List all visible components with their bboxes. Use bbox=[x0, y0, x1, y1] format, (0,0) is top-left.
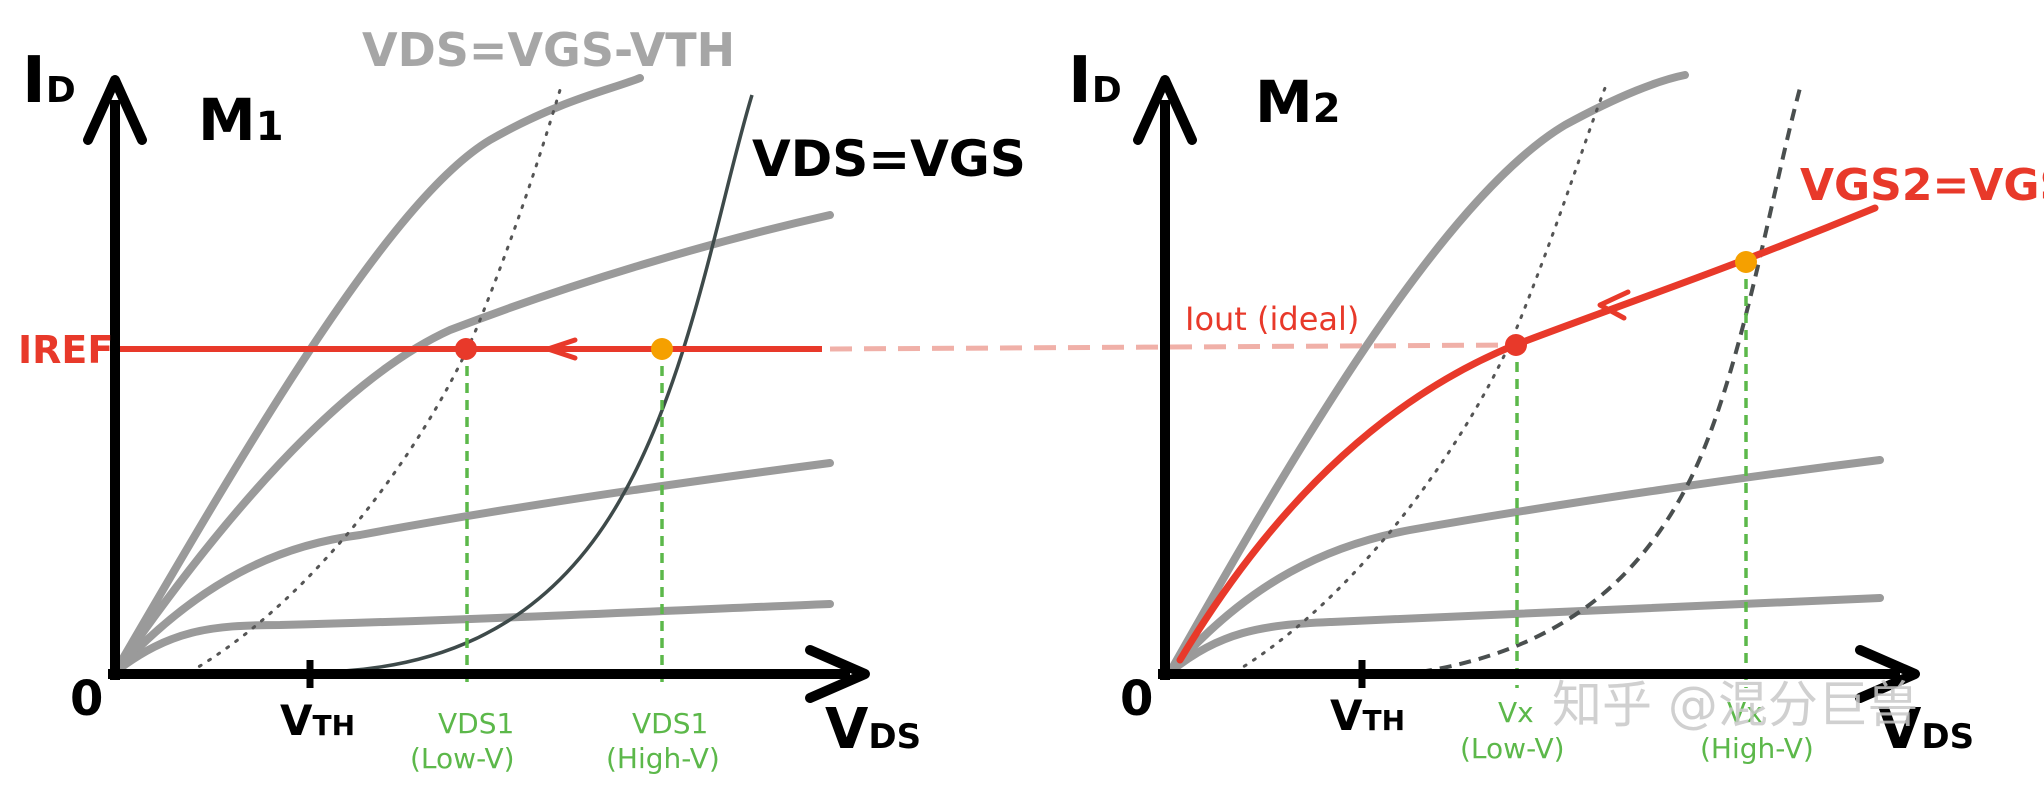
left-saturation-label: VDS=VGS-VTH bbox=[362, 23, 735, 77]
left-panel: ID M1 0 VTH VDS VDS=VGS-VTH VDS=VGS IREF… bbox=[18, 23, 1516, 775]
right-y-axis-label: ID bbox=[1068, 44, 1122, 118]
right-y-arrow bbox=[1133, 75, 1197, 145]
right-x-axis-label: VDS bbox=[1878, 697, 1974, 762]
right-origin: 0 bbox=[1120, 671, 1153, 727]
left-gray-curve-1 bbox=[111, 74, 644, 676]
right-gray-curve-1 bbox=[1166, 71, 1689, 676]
right-point-high bbox=[1735, 251, 1757, 273]
left-marker-low-bottom: (Low-V) bbox=[410, 742, 515, 775]
iout-label: Iout (ideal) bbox=[1185, 300, 1359, 338]
left-marker-low-top: VDS1 bbox=[438, 707, 514, 740]
left-x-arrow bbox=[805, 645, 870, 703]
right-saturation-boundary bbox=[1233, 86, 1607, 674]
left-gray-curve-2 bbox=[111, 211, 834, 676]
left-origin: 0 bbox=[70, 671, 103, 727]
iref-arrow bbox=[545, 337, 578, 361]
left-title: M1 bbox=[198, 86, 284, 154]
right-marker-low-bottom: (Low-V) bbox=[1460, 732, 1565, 765]
right-marker-high-bottom: (High-V) bbox=[1700, 732, 1814, 765]
iref-label: IREF bbox=[18, 328, 113, 372]
left-vth-label: VTH bbox=[280, 696, 355, 745]
right-dashed-diode-curve bbox=[1419, 87, 1802, 674]
watermark: 知乎 @混分巨兽 bbox=[1552, 676, 1918, 734]
right-marker-low-top: Vx bbox=[1498, 696, 1534, 729]
left-marker-high-top: VDS1 bbox=[632, 707, 708, 740]
left-point-high bbox=[651, 338, 673, 360]
right-gray-curve-4 bbox=[1166, 594, 1884, 676]
pink-dashed-connector bbox=[829, 342, 1516, 352]
right-red-arrow bbox=[1597, 289, 1631, 321]
right-red-curve-label: VGS2=VGS1 bbox=[1800, 160, 2044, 211]
left-point-low bbox=[455, 338, 477, 360]
right-red-curve bbox=[1176, 204, 1879, 664]
left-y-axis-label: ID bbox=[22, 44, 76, 118]
left-y-arrow bbox=[83, 75, 147, 145]
right-vth-label: VTH bbox=[1330, 691, 1405, 740]
right-x-arrow bbox=[1855, 645, 1920, 703]
left-x-axis-label: VDS bbox=[825, 697, 921, 762]
right-marker-high-top: Vx bbox=[1727, 696, 1763, 729]
left-marker-high-bottom: (High-V) bbox=[606, 742, 720, 775]
right-panel: ID M2 0 VTH VDS VGS2=VGS1 Iout (ideal) V… bbox=[1068, 44, 2044, 765]
left-gray-curve-3 bbox=[111, 459, 834, 676]
left-diode-curve bbox=[309, 94, 754, 674]
left-diode-label: VDS=VGS bbox=[752, 130, 1026, 188]
right-title: M2 bbox=[1255, 68, 1341, 136]
right-gray-curve-3 bbox=[1166, 456, 1884, 676]
left-gray-curve-4 bbox=[111, 600, 834, 676]
right-point-low bbox=[1505, 334, 1527, 356]
